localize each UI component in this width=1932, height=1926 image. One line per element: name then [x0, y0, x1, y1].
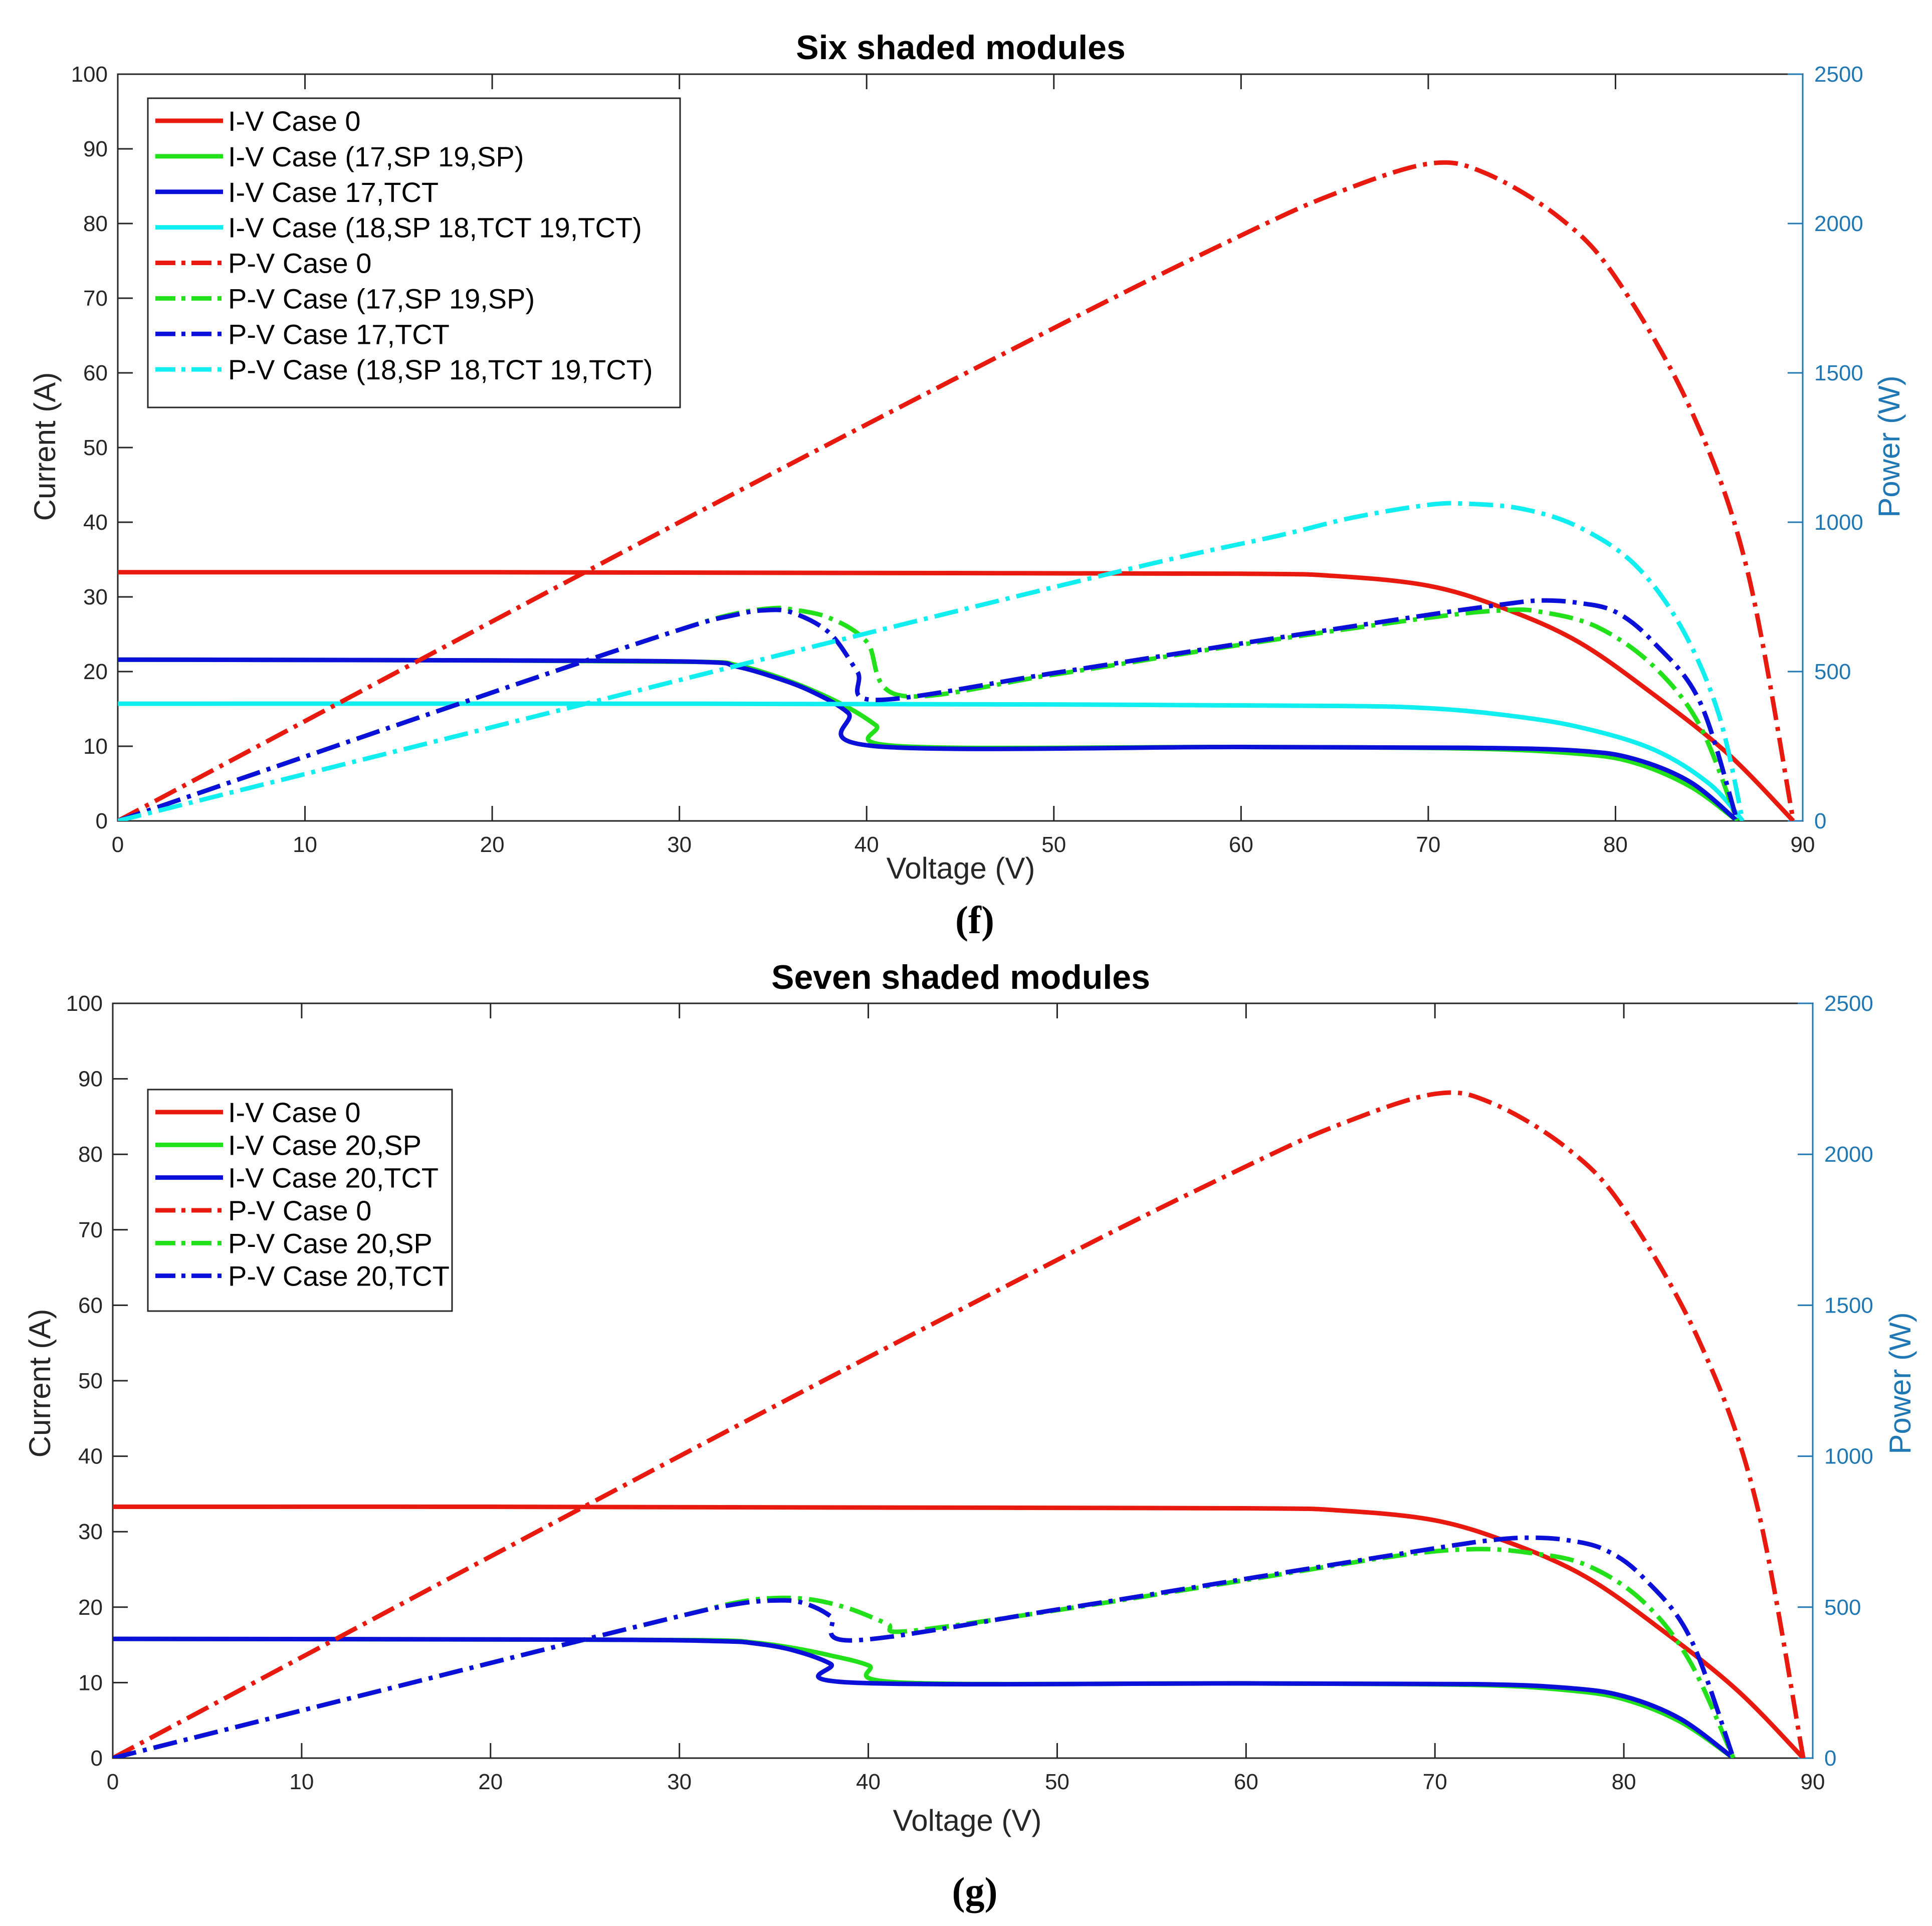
y-tick-label: 20 [83, 660, 108, 684]
y-tick-label: 50 [83, 436, 108, 460]
y2-tick-label: 500 [1824, 1595, 1861, 1620]
y-tick-label: 10 [83, 734, 108, 759]
y2-tick-label: 2000 [1814, 211, 1863, 236]
chart-six-shaded: Six shaded modules Voltage (V) Current (… [28, 29, 1906, 942]
legend-label: P-V Case 0 [228, 1195, 371, 1226]
y2-tick-label: 1500 [1824, 1293, 1873, 1318]
x-tick-label: 90 [1801, 1770, 1825, 1794]
y2-tick-label: 1000 [1814, 510, 1863, 535]
x-tick-label: 50 [1045, 1770, 1069, 1794]
y2-tick-label: 2500 [1814, 62, 1863, 87]
y-tick-label: 80 [83, 211, 108, 236]
y-tick-label: 30 [83, 585, 108, 609]
y-tick-label: 0 [96, 809, 108, 833]
y2-axis-label: Power (W) [1872, 375, 1906, 517]
series-group [113, 1090, 1806, 1758]
chart-title: Six shaded modules [796, 29, 1126, 67]
y-tick-label: 90 [83, 137, 108, 161]
legend-label: I-V Case 20,TCT [228, 1162, 439, 1194]
legend-label: I-V Case 0 [228, 1097, 361, 1128]
x-tick-label: 20 [478, 1770, 503, 1794]
y-tick-label: 80 [78, 1142, 103, 1167]
y-tick-label: 50 [78, 1369, 103, 1393]
y-tick-label: 40 [83, 510, 108, 535]
y-tick-label: 70 [83, 286, 108, 311]
x-tick-label: 60 [1234, 1770, 1258, 1794]
y-tick-label: 0 [91, 1746, 103, 1771]
legend-label: P-V Case 17,TCT [228, 318, 450, 350]
y-tick-label: 60 [83, 361, 108, 385]
x-axis-label: Voltage (V) [887, 851, 1035, 885]
x-tick-label: 10 [293, 832, 317, 857]
x-tick-label: 50 [1041, 832, 1066, 857]
x-tick-label: 80 [1603, 832, 1628, 857]
y-axis-label: Current (A) [23, 1309, 57, 1458]
x-axis-label: Voltage (V) [893, 1804, 1042, 1837]
y2-tick-label: 1500 [1814, 361, 1863, 385]
series-line-i-v-case-0 [113, 1504, 1805, 1758]
legend-label: I-V Case (18,SP 18,TCT 19,TCT) [228, 212, 642, 244]
series-line-i-v-case-0 [118, 570, 1795, 821]
x-tick-label: 70 [1416, 832, 1440, 857]
y-tick-label: 10 [78, 1670, 103, 1695]
x-tick-label: 10 [289, 1770, 314, 1794]
legend-label: P-V Case 20,SP [228, 1227, 433, 1259]
legend-label: I-V Case 20,SP [228, 1129, 421, 1161]
y-tick-label: 70 [78, 1218, 103, 1242]
series-line-p-v-case-0 [118, 160, 1796, 821]
x-tick-label: 0 [112, 832, 124, 857]
series-line-i-v-case-18-sp-18-tct-19-tct [118, 701, 1745, 821]
y2-axis-label: Power (W) [1883, 1312, 1917, 1454]
x-tick-label: 30 [667, 1770, 692, 1794]
x-tick-label: 0 [107, 1770, 119, 1794]
x-tick-label: 90 [1791, 832, 1815, 857]
x-tick-label: 40 [856, 1770, 881, 1794]
series-group [118, 160, 1796, 821]
chart-seven-shaded: Seven shaded modules Voltage (V) Current… [23, 958, 1917, 1913]
legend-label: I-V Case 17,TCT [228, 176, 439, 208]
y-tick-label: 40 [78, 1444, 103, 1469]
legend: I-V Case 0 I-V Case (17,SP 19,SP) I-V Case… [147, 97, 681, 408]
y-tick-label: 20 [78, 1595, 103, 1620]
x-tick-label: 70 [1423, 1770, 1447, 1794]
x-tick-label: 60 [1229, 832, 1253, 857]
y2-tick-label: 1000 [1824, 1444, 1873, 1469]
x-tick-label: 20 [480, 832, 505, 857]
legend-label: P-V Case (17,SP 19,SP) [228, 283, 535, 314]
y2-tick-label: 500 [1814, 660, 1851, 684]
x-tick-label: 80 [1612, 1770, 1636, 1794]
y2-tick-label: 0 [1824, 1746, 1836, 1771]
series-line-p-v-case-17-tct [118, 598, 1740, 821]
series-line-p-v-case-20-tct [113, 1535, 1736, 1758]
legend: I-V Case 0I-V Case 20,SPI-V Case 20,TCTP… [147, 1089, 453, 1312]
legend-label: P-V Case (18,SP 18,TCT 19,TCT) [228, 354, 653, 385]
y2-tick-label: 2000 [1824, 1142, 1873, 1167]
chart-title: Seven shaded modules [771, 958, 1150, 996]
y-tick-label: 100 [71, 62, 108, 87]
y-tick-label: 60 [78, 1293, 103, 1318]
legend-label: I-V Case 0 [228, 105, 361, 137]
series-line-p-v-case-18-sp-18-tct-19-tct [118, 501, 1745, 821]
figure-caption: (f) [955, 898, 994, 942]
legend-label: I-V Case (17,SP 19,SP) [228, 141, 524, 172]
series-line-i-v-case-20-tct [113, 1636, 1735, 1758]
y2-tick-label: 0 [1814, 809, 1826, 833]
y2-tick-label: 2500 [1824, 991, 1873, 1016]
y-tick-label: 90 [78, 1067, 103, 1092]
legend-box [147, 97, 681, 408]
x-tick-label: 30 [667, 832, 692, 857]
series-line-p-v-case-0 [113, 1090, 1806, 1758]
legend-label: P-V Case 0 [228, 248, 371, 279]
y-tick-label: 100 [66, 991, 103, 1016]
figure-caption: (g) [952, 1869, 998, 1913]
y-tick-label: 30 [78, 1520, 103, 1544]
legend-label: P-V Case 20,TCT [228, 1260, 450, 1292]
y-axis-label: Current (A) [28, 372, 62, 521]
x-tick-label: 40 [854, 832, 879, 857]
